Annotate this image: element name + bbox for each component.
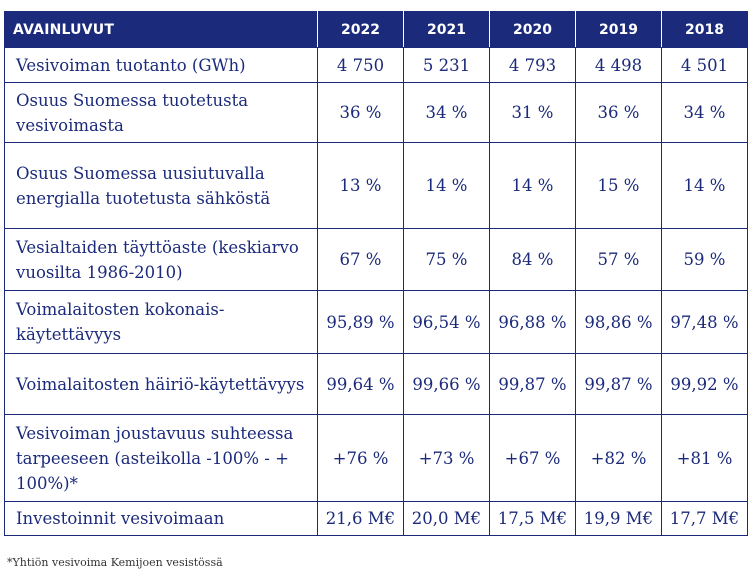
- header-label: AVAINLUVUT: [4, 11, 318, 48]
- table-row: Vesialtaiden täyttöaste (keskiarvo vuosi…: [4, 228, 748, 291]
- row-label: Vesialtaiden täyttöaste (keskiarvo vuosi…: [4, 228, 318, 291]
- table-row: Vesivoiman tuotanto (GWh) 4 750 5 231 4 …: [4, 47, 748, 83]
- table-row: Voimalaitosten kokonais-käytettävyys 95,…: [4, 290, 748, 354]
- key-figures-table-container: AVAINLUVUT 2022 2021 2020 2019 2018 Vesi…: [4, 11, 748, 536]
- cell-value: +76 %: [317, 414, 404, 502]
- table-row: Vesivoiman joustavuus suhteessa tarpeese…: [4, 414, 748, 502]
- cell-value: 4 793: [489, 47, 576, 83]
- row-label: Vesivoiman tuotanto (GWh): [4, 47, 318, 83]
- cell-value: 36 %: [317, 82, 404, 143]
- header-year-2019: 2019: [575, 11, 662, 48]
- cell-value: 5 231: [403, 47, 490, 83]
- row-label: Osuus Suomessa tuotetusta vesivoimasta: [4, 82, 318, 143]
- cell-value: 59 %: [661, 228, 748, 291]
- cell-value: 99,87 %: [575, 353, 662, 415]
- cell-value: 95,89 %: [317, 290, 404, 354]
- cell-value: 13 %: [317, 142, 404, 229]
- cell-value: 96,88 %: [489, 290, 576, 354]
- row-label: Voimalaitosten häiriö-käytettävyys: [4, 353, 318, 415]
- header-year-2021: 2021: [403, 11, 490, 48]
- header-year-2022: 2022: [317, 11, 404, 48]
- cell-value: 34 %: [403, 82, 490, 143]
- cell-value: 34 %: [661, 82, 748, 143]
- cell-value: 98,86 %: [575, 290, 662, 354]
- cell-value: 19,9 M€: [575, 501, 662, 536]
- cell-value: 15 %: [575, 142, 662, 229]
- table-row: Voimalaitosten häiriö-käytettävyys 99,64…: [4, 353, 748, 415]
- cell-value: 4 498: [575, 47, 662, 83]
- cell-value: 17,7 M€: [661, 501, 748, 536]
- row-label: Voimalaitosten kokonais-käytettävyys: [4, 290, 318, 354]
- footnote: *Yhtiön vesivoima Kemijoen vesistössä: [7, 556, 223, 569]
- cell-value: 57 %: [575, 228, 662, 291]
- cell-value: 31 %: [489, 82, 576, 143]
- cell-value: 4 501: [661, 47, 748, 83]
- cell-value: 99,64 %: [317, 353, 404, 415]
- cell-value: 99,92 %: [661, 353, 748, 415]
- row-label: Investoinnit vesivoimaan: [4, 501, 318, 536]
- row-label: Osuus Suomessa uusiutuvalla energialla t…: [4, 142, 318, 229]
- cell-value: 75 %: [403, 228, 490, 291]
- cell-value: +73 %: [403, 414, 490, 502]
- cell-value: 36 %: [575, 82, 662, 143]
- cell-value: 14 %: [489, 142, 576, 229]
- table-row: Osuus Suomessa tuotetusta vesivoimasta 3…: [4, 82, 748, 143]
- cell-value: 99,66 %: [403, 353, 490, 415]
- row-label: Vesivoiman joustavuus suhteessa tarpeese…: [4, 414, 318, 502]
- key-figures-table: AVAINLUVUT 2022 2021 2020 2019 2018 Vesi…: [4, 11, 748, 536]
- cell-value: 99,87 %: [489, 353, 576, 415]
- table-header-row: AVAINLUVUT 2022 2021 2020 2019 2018: [4, 11, 748, 48]
- cell-value: 21,6 M€: [317, 501, 404, 536]
- table-row: Osuus Suomessa uusiutuvalla energialla t…: [4, 142, 748, 229]
- cell-value: 4 750: [317, 47, 404, 83]
- table-row: Investoinnit vesivoimaan 21,6 M€ 20,0 M€…: [4, 501, 748, 536]
- header-year-2020: 2020: [489, 11, 576, 48]
- cell-value: +67 %: [489, 414, 576, 502]
- cell-value: 14 %: [661, 142, 748, 229]
- cell-value: 96,54 %: [403, 290, 490, 354]
- cell-value: 14 %: [403, 142, 490, 229]
- cell-value: +81 %: [661, 414, 748, 502]
- cell-value: 17,5 M€: [489, 501, 576, 536]
- cell-value: 84 %: [489, 228, 576, 291]
- cell-value: 20,0 M€: [403, 501, 490, 536]
- cell-value: +82 %: [575, 414, 662, 502]
- cell-value: 67 %: [317, 228, 404, 291]
- header-year-2018: 2018: [661, 11, 748, 48]
- cell-value: 97,48 %: [661, 290, 748, 354]
